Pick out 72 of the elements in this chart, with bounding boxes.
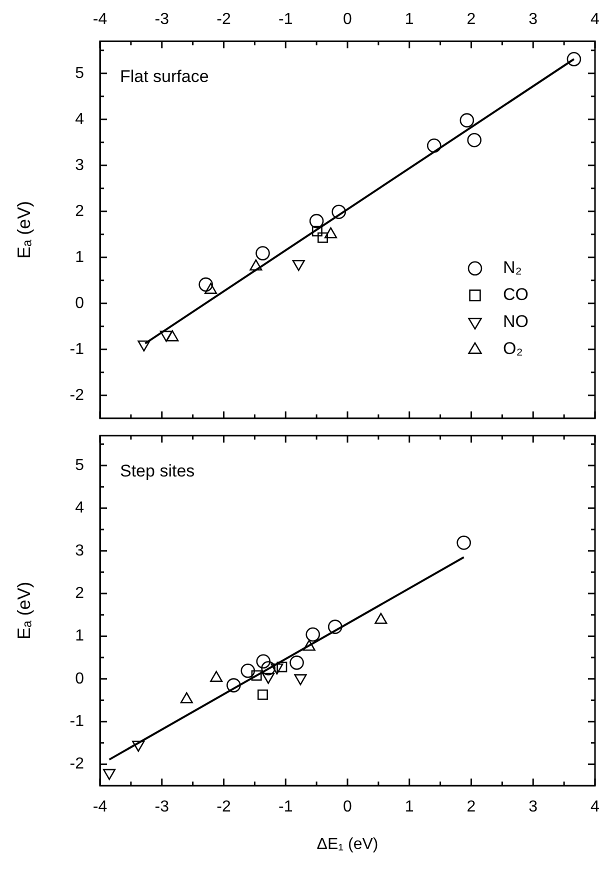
point — [306, 627, 320, 642]
point — [332, 204, 346, 220]
point — [309, 214, 324, 228]
x2-tick-label: 2 — [466, 11, 476, 28]
x2-tick-label: 0 — [343, 11, 352, 28]
y-tick-label: 0 — [75, 294, 84, 312]
point — [226, 678, 241, 692]
point — [328, 620, 342, 634]
y-tick-label: 0 — [75, 670, 84, 688]
y-tick-label: -1 — [70, 340, 84, 358]
x-tick-label: -1 — [278, 798, 293, 816]
x2-tick-label: 3 — [528, 11, 538, 28]
y-tick-label: 5 — [75, 64, 84, 82]
legend-label: CO — [503, 285, 528, 304]
point — [198, 277, 213, 292]
y-tick-label: 4 — [75, 110, 84, 128]
x-tick-label: 2 — [466, 798, 476, 816]
x2-tick-label: -2 — [216, 11, 231, 28]
point — [276, 662, 288, 672]
point — [257, 689, 268, 700]
point — [292, 260, 305, 271]
y-tick-label: 1 — [75, 628, 84, 645]
legend-label: NO — [503, 312, 528, 332]
y-tick-label: 2 — [75, 584, 84, 602]
x-tick-label: -2 — [216, 798, 231, 816]
point — [256, 654, 270, 669]
point — [290, 656, 304, 670]
point — [566, 52, 582, 66]
y-tick-label: 3 — [75, 542, 84, 560]
y-tick-label: 4 — [75, 500, 84, 517]
x-axis-title: ΔE₁ (eV) — [316, 836, 378, 853]
y-tick-label: 1 — [75, 248, 84, 266]
x2-tick-label: 4 — [590, 11, 600, 28]
point — [240, 664, 256, 678]
point — [312, 226, 322, 236]
point — [132, 740, 145, 752]
point — [318, 232, 328, 243]
point — [262, 672, 275, 684]
x-tick-label: 1 — [404, 798, 414, 816]
point — [261, 661, 276, 676]
point — [103, 768, 116, 780]
x-tick-label: 0 — [343, 798, 352, 816]
x2-tick-label: -4 — [92, 11, 108, 28]
x-tick-label: 3 — [528, 798, 538, 816]
x2-tick-label: -1 — [278, 11, 293, 28]
point — [294, 674, 307, 686]
point — [270, 663, 284, 675]
x2-tick-label: -3 — [154, 11, 170, 28]
y-tick-label: 5 — [75, 456, 84, 474]
legend-label: N₂ — [503, 258, 522, 278]
x2-tick-label: 1 — [404, 11, 414, 28]
point — [460, 113, 474, 128]
x-tick-label: -3 — [154, 798, 170, 816]
x-tick-label: 4 — [590, 798, 600, 816]
point — [138, 340, 150, 352]
y-tick-label: 2 — [75, 202, 84, 220]
text: Flat surface — [120, 66, 209, 86]
legend-label: O₂ — [503, 339, 523, 358]
point — [160, 330, 172, 342]
y-tick-label: -1 — [70, 712, 84, 730]
x-tick-label: -4 — [92, 798, 108, 816]
y-tick-label: -2 — [70, 386, 84, 404]
point — [467, 132, 482, 148]
text: Step sites — [120, 461, 195, 480]
point — [251, 670, 262, 681]
y-axis-title: Eₐ (eV) — [14, 200, 34, 259]
point — [456, 536, 471, 550]
y-tick-label: -2 — [70, 756, 84, 773]
point — [426, 138, 442, 153]
y-axis-title: Eₐ (eV) — [14, 582, 34, 640]
y-tick-label: 3 — [75, 156, 84, 174]
point — [256, 246, 270, 260]
